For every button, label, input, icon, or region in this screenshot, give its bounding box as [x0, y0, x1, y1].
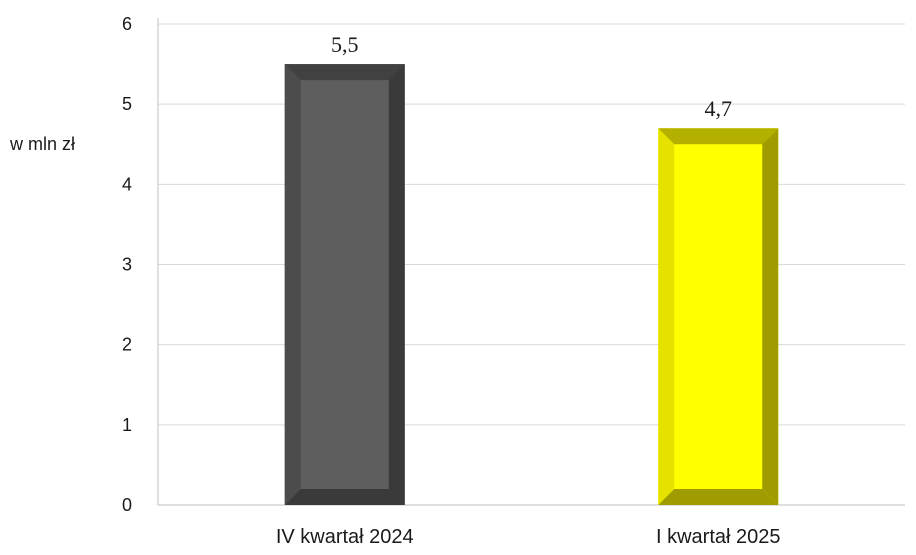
- axes: [157, 18, 905, 506]
- y-tick-label: 1: [122, 415, 132, 435]
- bar-value-label: 4,7: [705, 96, 733, 121]
- bar-group: [658, 128, 779, 505]
- bar-bevel-top: [284, 64, 405, 81]
- y-axis-title: w mln zł: [9, 134, 75, 154]
- gridlines: [158, 23, 905, 426]
- y-tick-label: 4: [122, 174, 132, 194]
- bar-value-label: 5,5: [331, 32, 359, 57]
- bar-bevel-bottom: [284, 489, 405, 505]
- bar-bevel-left: [658, 128, 675, 505]
- x-tick-label: IV kwartał 2024: [276, 526, 414, 548]
- x-tick-label: I kwartał 2025: [656, 526, 781, 548]
- bar-bevel-right: [762, 128, 779, 505]
- bar: [284, 64, 405, 505]
- bar: [658, 128, 779, 505]
- y-tick-label: 0: [122, 495, 132, 515]
- bar-group: [284, 64, 405, 505]
- y-tick-label: 5: [122, 94, 132, 114]
- y-tick-label: 6: [122, 14, 132, 34]
- bar-bevel-top: [658, 128, 779, 145]
- bar-bevel-left: [284, 64, 301, 505]
- bars: [284, 64, 779, 505]
- bar-bevel-right: [388, 64, 405, 505]
- y-tick-label: 3: [122, 255, 132, 275]
- bar-bevel-bottom: [658, 489, 779, 505]
- y-tick-label: 2: [122, 335, 132, 355]
- labels: 0 1 2 3 4 5 6 5,5 IV kwartał 2024 4,7 I kwartał 20…: [122, 14, 781, 548]
